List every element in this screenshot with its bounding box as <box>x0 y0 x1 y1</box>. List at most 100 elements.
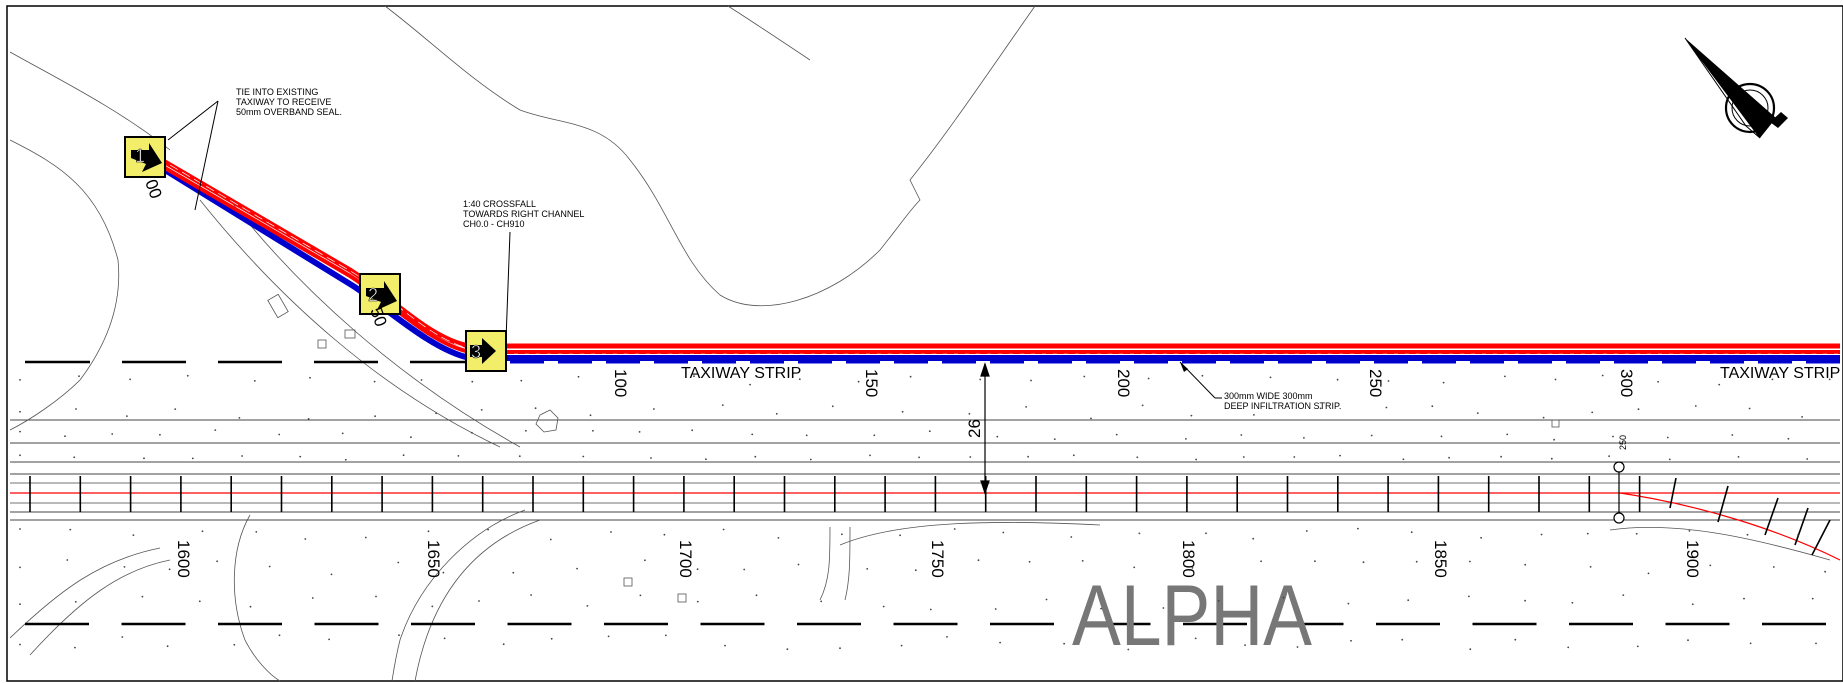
spot-height-point <box>1100 607 1102 610</box>
chainage-00: 00 <box>141 177 165 201</box>
chainage-1850: 1850 <box>1431 540 1450 578</box>
note-tie-in-line-3: 50mm OVERBAND SEAL. <box>236 107 342 117</box>
note-infiltration-line-2: DEEP INFILTRATION STRIP. <box>1224 401 1341 411</box>
spot-height-point <box>1362 561 1365 564</box>
spot-height-point <box>168 568 171 571</box>
spot-height-point <box>278 433 281 436</box>
spot-height-point <box>1448 456 1450 459</box>
spot-height-point <box>435 412 437 415</box>
spot-height-point <box>1385 406 1388 409</box>
taxiway-strip-label-2: TAXIWAY STRIP <box>1720 365 1840 382</box>
spot-height-point <box>1081 560 1084 562</box>
spot-height-point <box>143 457 145 460</box>
spot-height-point <box>1694 405 1697 407</box>
spot-height-point <box>977 559 980 562</box>
chainage-1600: 1600 <box>174 540 193 578</box>
chainage-100: 100 <box>611 369 630 397</box>
spot-height-point <box>471 431 473 434</box>
spot-height-point <box>74 646 76 649</box>
spot-height-point <box>19 430 21 433</box>
spot-height-point <box>1771 378 1774 381</box>
marker-1-label: 1 <box>135 146 145 166</box>
spot-height-point <box>1002 531 1005 534</box>
spot-height-point <box>1240 434 1243 436</box>
existing-road <box>9 199 1831 656</box>
spot-height-point <box>512 571 515 574</box>
spot-height-point <box>480 409 483 411</box>
spot-heights <box>19 374 1831 651</box>
spot-height-point <box>518 455 521 458</box>
spot-height-point <box>644 559 646 562</box>
spot-height-point <box>132 534 135 536</box>
spot-height-point <box>1195 458 1197 461</box>
spot-height-point <box>1748 407 1751 410</box>
chainage-1900: 1900 <box>1683 540 1702 578</box>
chainage-1750: 1750 <box>928 540 947 578</box>
spot-height-point <box>1731 434 1734 436</box>
spot-height-point <box>191 457 194 460</box>
spot-height-point <box>344 458 347 461</box>
spot-height-point <box>1806 458 1809 460</box>
spot-height-point <box>278 634 281 637</box>
spot-height-point <box>241 455 244 457</box>
spot-height-point <box>198 600 201 603</box>
spot-height-point <box>882 605 885 608</box>
spot-height-point <box>1133 566 1136 569</box>
spot-height-point <box>249 605 252 608</box>
spot-height-point <box>304 538 307 540</box>
spot-height-point <box>397 561 400 564</box>
spot-height-point <box>201 530 204 533</box>
spot-height-point <box>1480 536 1482 539</box>
spot-height-point <box>577 375 580 378</box>
spot-height-point <box>755 594 758 597</box>
spot-height-point <box>946 636 948 638</box>
spot-height-point <box>19 454 21 457</box>
spot-height-point <box>1440 435 1443 438</box>
spot-height-point <box>375 595 377 598</box>
spot-height-point <box>420 379 423 381</box>
marker-1: 1 <box>124 136 166 178</box>
spot-height-point <box>442 571 445 574</box>
spot-height-point <box>900 644 903 647</box>
spot-height-point <box>398 634 400 637</box>
spot-height-point <box>1217 599 1220 602</box>
spot-height-point <box>1506 433 1509 436</box>
spot-height-point <box>820 600 823 603</box>
spot-height-point <box>1688 530 1691 532</box>
spot-height-point <box>364 536 367 539</box>
spot-height-point <box>1201 374 1204 377</box>
spot-height-point <box>309 376 311 379</box>
spot-height-point <box>530 594 532 596</box>
spot-height-point <box>623 383 626 386</box>
spot-height-point <box>457 455 460 457</box>
spot-height-point <box>665 634 667 637</box>
spot-height-point <box>724 644 726 647</box>
spot-height-point <box>968 412 971 415</box>
chainage-200: 200 <box>1114 369 1133 397</box>
spot-height-point <box>1063 642 1065 645</box>
spot-height-point <box>1635 532 1638 535</box>
spot-height-point <box>1540 533 1543 536</box>
spot-height-point <box>1090 417 1092 420</box>
spot-height-point <box>238 417 241 419</box>
spot-height-point <box>549 538 552 541</box>
spot-height-point <box>653 408 655 410</box>
spot-height-point <box>1141 404 1144 407</box>
dimension-26 <box>980 362 990 495</box>
note-crossfall-line-2: TOWARDS RIGHT CHANNEL <box>463 209 584 219</box>
note-crossfall-line-3: CH0.0 - CH910 <box>463 219 525 229</box>
spot-height-point <box>186 374 189 377</box>
spot-height-point <box>1305 530 1308 532</box>
spot-height-point <box>214 429 217 431</box>
spot-height-point <box>953 528 956 530</box>
spot-height-point <box>299 455 302 458</box>
spot-height-point <box>1253 414 1255 416</box>
spot-height-point <box>330 573 333 576</box>
spot-height-point <box>696 600 699 603</box>
spot-height-point <box>341 432 344 435</box>
spot-height-point <box>1589 566 1592 568</box>
note-tie-in-line-2: TAXIWAY TO RECEIVE <box>236 97 331 107</box>
spot-height-point <box>1476 412 1479 414</box>
spot-height-point <box>650 457 652 459</box>
spot-height-point <box>69 528 72 531</box>
